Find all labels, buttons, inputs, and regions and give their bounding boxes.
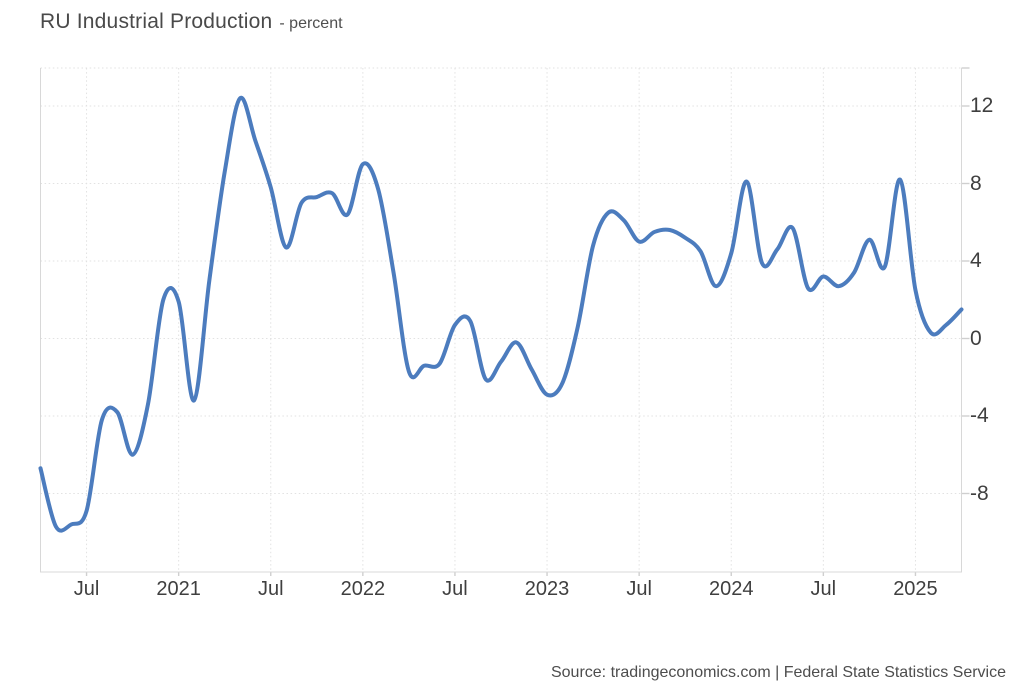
series-line — [38, 95, 964, 533]
x-axis-tick-label: Jul — [626, 578, 652, 600]
x-axis-tick-label: Jul — [442, 578, 468, 600]
x-axis-tick-label: 2024 — [709, 578, 754, 600]
y-axis-tick-label: 8 — [970, 171, 982, 195]
chart-header: RU Industrial Production - percent — [40, 10, 343, 34]
page-subtitle: - percent — [279, 15, 343, 32]
source-text: Source: tradingeconomics.com | Federal S… — [550, 664, 1006, 681]
x-axis-tick-label: Jul — [73, 578, 100, 600]
y-axis-tick-label: 0 — [970, 326, 982, 350]
y-axis-tick-label: 4 — [970, 249, 982, 272]
x-axis-tick-label: 2022 — [340, 578, 386, 600]
x-axis-tick-label: 2023 — [524, 578, 570, 600]
x-axis-tick-label: Jul — [257, 578, 284, 600]
x-axis-tick-label: 2021 — [156, 578, 201, 600]
x-axis-tick-label: Jul — [810, 578, 837, 600]
y-axis-tick-label: -4 — [970, 404, 989, 427]
y-axis-tick-label: 12 — [970, 94, 994, 117]
plot-border — [40, 68, 962, 573]
page-title: RU Industrial Production — [40, 10, 273, 33]
y-axis-tick-label: -8 — [970, 481, 989, 505]
x-axis-tick-label: 2025 — [893, 578, 938, 600]
